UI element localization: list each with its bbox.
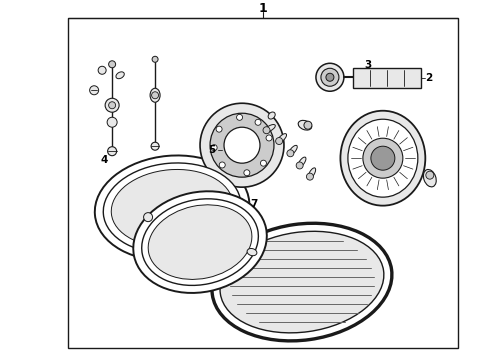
- Ellipse shape: [298, 157, 306, 167]
- Circle shape: [105, 98, 119, 112]
- Ellipse shape: [348, 119, 418, 197]
- Circle shape: [244, 170, 250, 176]
- Circle shape: [255, 119, 261, 125]
- Circle shape: [224, 127, 260, 163]
- Circle shape: [90, 86, 98, 95]
- Bar: [68, 18, 458, 348]
- Ellipse shape: [213, 224, 392, 340]
- Ellipse shape: [95, 156, 249, 261]
- Circle shape: [316, 63, 344, 91]
- Ellipse shape: [289, 145, 297, 155]
- Circle shape: [326, 73, 334, 81]
- Circle shape: [210, 113, 274, 177]
- Text: 7: 7: [250, 199, 258, 209]
- Circle shape: [109, 61, 116, 68]
- Circle shape: [321, 68, 339, 86]
- Ellipse shape: [150, 88, 160, 102]
- Ellipse shape: [236, 211, 252, 221]
- Ellipse shape: [133, 191, 267, 293]
- Text: 4: 4: [100, 155, 108, 165]
- Ellipse shape: [341, 111, 425, 206]
- Ellipse shape: [308, 168, 316, 179]
- Circle shape: [211, 145, 217, 150]
- Circle shape: [216, 126, 222, 132]
- Circle shape: [263, 127, 270, 134]
- Ellipse shape: [116, 72, 124, 79]
- Text: 2: 2: [425, 73, 433, 83]
- Circle shape: [260, 160, 267, 166]
- Bar: [353, 68, 421, 88]
- Circle shape: [304, 121, 312, 129]
- Ellipse shape: [268, 112, 275, 119]
- Ellipse shape: [265, 125, 275, 132]
- Circle shape: [107, 117, 117, 127]
- Ellipse shape: [298, 120, 312, 130]
- Ellipse shape: [142, 199, 258, 285]
- Ellipse shape: [247, 248, 257, 256]
- Ellipse shape: [103, 163, 241, 253]
- Circle shape: [306, 173, 314, 180]
- Text: 1: 1: [259, 2, 268, 15]
- Circle shape: [108, 147, 117, 156]
- Circle shape: [151, 142, 159, 150]
- Text: 5: 5: [208, 145, 216, 155]
- Ellipse shape: [111, 170, 233, 247]
- Circle shape: [98, 66, 106, 74]
- Ellipse shape: [277, 134, 287, 143]
- Circle shape: [144, 213, 152, 222]
- Ellipse shape: [220, 231, 384, 333]
- Circle shape: [363, 138, 403, 178]
- Text: 3: 3: [364, 60, 371, 70]
- Ellipse shape: [148, 205, 252, 279]
- Circle shape: [237, 114, 243, 120]
- Circle shape: [287, 150, 294, 157]
- Circle shape: [426, 171, 434, 179]
- Circle shape: [151, 92, 159, 99]
- Ellipse shape: [423, 170, 436, 187]
- Circle shape: [371, 146, 395, 170]
- Circle shape: [109, 102, 116, 109]
- Circle shape: [219, 162, 225, 168]
- Circle shape: [152, 56, 158, 62]
- Circle shape: [276, 138, 283, 144]
- Circle shape: [149, 244, 161, 256]
- Circle shape: [296, 162, 303, 169]
- Circle shape: [187, 231, 197, 241]
- Circle shape: [266, 135, 272, 141]
- Circle shape: [200, 103, 284, 187]
